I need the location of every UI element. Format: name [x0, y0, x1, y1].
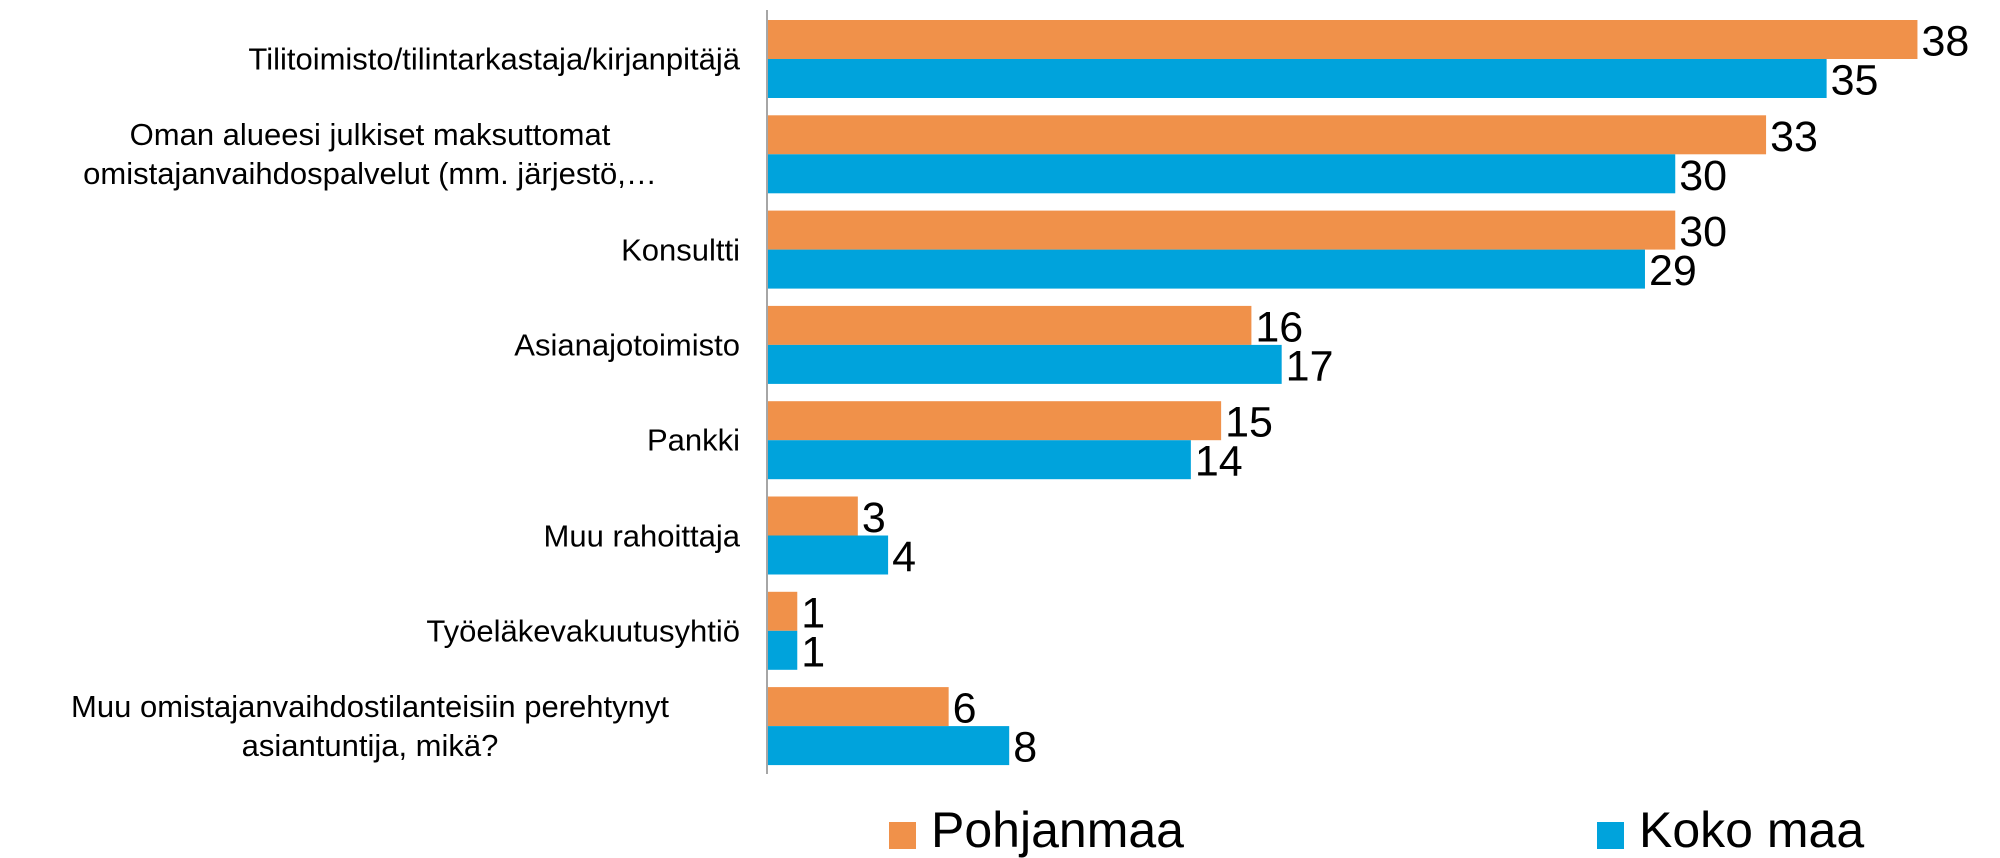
- category-label: Työeläkevakuutusyhtiö: [426, 613, 740, 649]
- value-label: 3: [862, 494, 886, 542]
- value-label: 4: [892, 533, 916, 581]
- value-label: 16: [1255, 303, 1303, 351]
- value-label: 30: [1679, 208, 1727, 256]
- value-label: 38: [1921, 18, 1969, 66]
- category-label: Muu omistajanvaihdostilanteisiin perehty…: [71, 689, 669, 764]
- category-label: Pankki: [646, 422, 740, 458]
- bar: [767, 305, 1252, 345]
- bar: [767, 154, 1676, 194]
- bar: [767, 401, 1222, 441]
- legend-swatch: [889, 822, 916, 849]
- bar: [767, 630, 798, 670]
- category-label: Tilitoimisto/tilintarkastaja/kirjanpitäj…: [248, 41, 740, 77]
- legend-swatch: [1597, 822, 1624, 849]
- value-label: 35: [1831, 57, 1879, 105]
- value-label: 30: [1679, 152, 1727, 200]
- category-label: Konsultti: [621, 232, 740, 268]
- category-label-box: Tilitoimisto/tilintarkastaja/kirjanpitäj…: [0, 40, 740, 79]
- bar: [767, 535, 889, 575]
- bar: [767, 249, 1645, 289]
- category-label-box: Oman alueesi julkiset maksuttomat omista…: [0, 115, 740, 193]
- bar: [767, 20, 1918, 59]
- value-label: 17: [1286, 342, 1334, 390]
- category-label-box: Muu omistajanvaihdostilanteisiin perehty…: [0, 687, 740, 765]
- legend-label: Koko maa: [1639, 802, 1864, 858]
- category-label-box: Muu rahoittaja: [0, 516, 740, 555]
- bar: [767, 59, 1827, 98]
- value-label: 6: [953, 685, 977, 733]
- bar: [767, 344, 1282, 384]
- value-label: 1: [801, 589, 825, 637]
- category-label: Muu rahoittaja: [543, 518, 740, 553]
- bar: [767, 115, 1767, 155]
- legend-label: Pohjanmaa: [931, 802, 1184, 858]
- value-label: 14: [1195, 438, 1243, 486]
- value-label: 8: [1013, 724, 1037, 772]
- category-label: Asianajotoimisto: [514, 327, 740, 363]
- value-label: 1: [801, 628, 825, 676]
- bar: [767, 726, 1010, 766]
- category-label: Oman alueesi julkiset maksuttomat omista…: [83, 117, 657, 192]
- category-label-box: Työeläkevakuutusyhtiö: [0, 611, 740, 650]
- category-label-box: Pankki: [0, 421, 740, 460]
- category-label-box: Asianajotoimisto: [0, 325, 740, 364]
- value-label: 33: [1770, 113, 1818, 161]
- bar: [767, 496, 858, 536]
- bar: [767, 440, 1191, 480]
- category-label-box: Konsultti: [0, 230, 740, 269]
- value-label: 29: [1649, 247, 1697, 295]
- bar: [767, 591, 798, 631]
- bar: [767, 687, 949, 727]
- bar: [767, 210, 1676, 250]
- value-label: 15: [1225, 399, 1273, 447]
